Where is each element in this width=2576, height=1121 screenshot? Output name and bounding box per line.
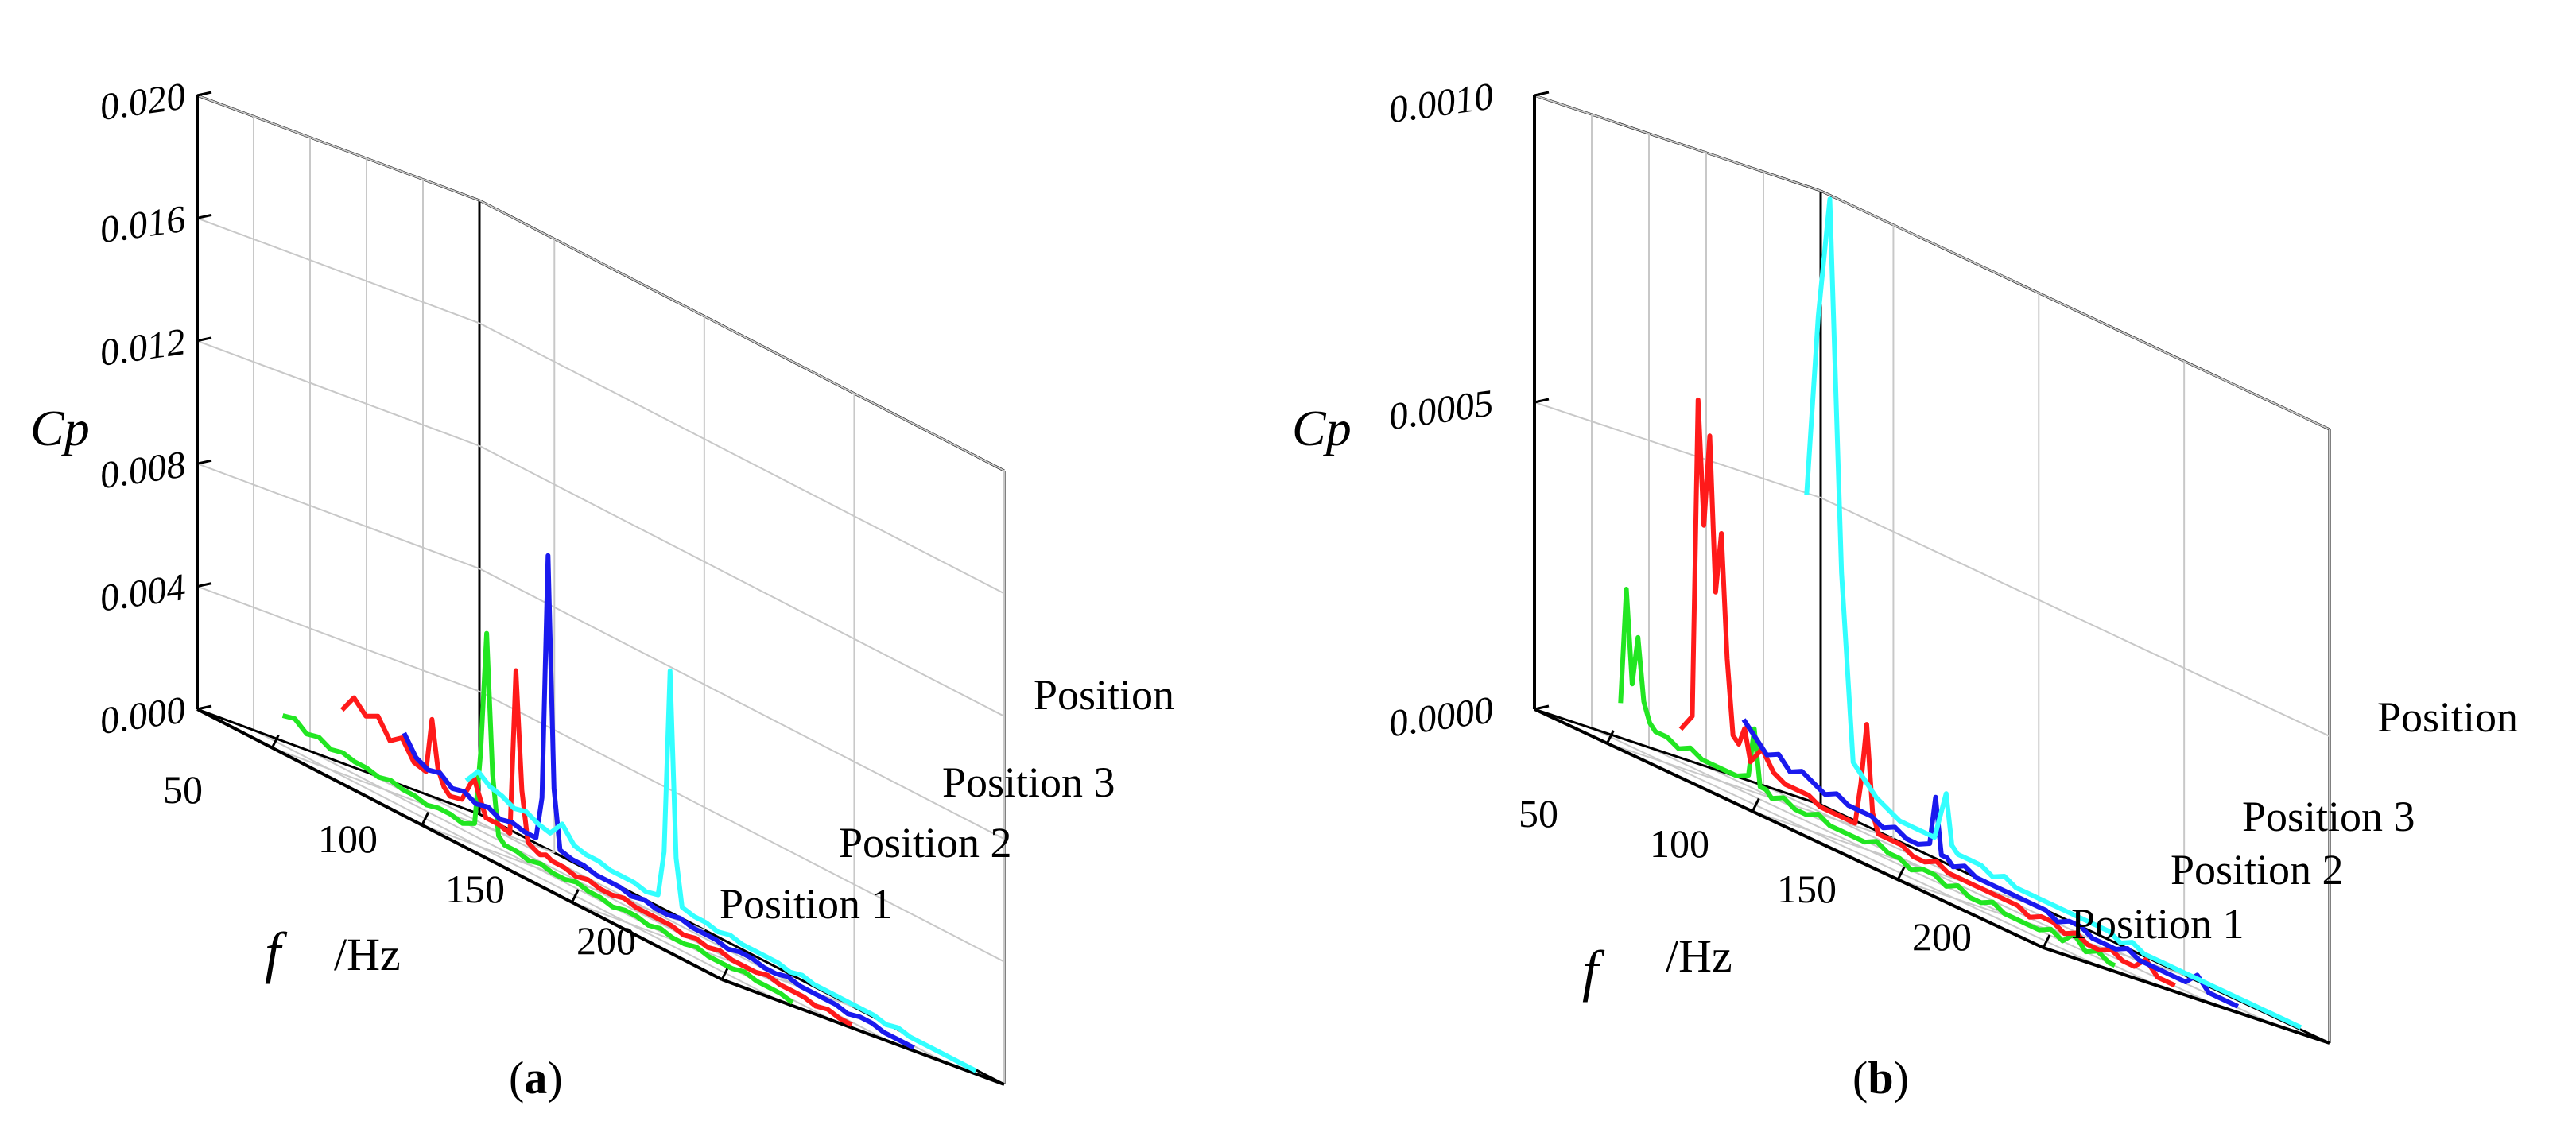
z-tick-label: 0.0010 bbox=[1386, 75, 1496, 131]
panel-a-caption: (a) bbox=[509, 1052, 563, 1104]
depth-axis-line bbox=[1534, 708, 1821, 806]
z-tick-label: 0.0005 bbox=[1386, 382, 1496, 438]
x-tick bbox=[1751, 797, 1760, 813]
series-label-1: Position 1 bbox=[2071, 900, 2244, 948]
z-grid-left bbox=[196, 217, 480, 324]
x-tick bbox=[421, 812, 430, 826]
x-tick-label: 50 bbox=[1519, 791, 1558, 836]
x-tick bbox=[2042, 934, 2051, 948]
z-tick-label: 0.016 bbox=[97, 198, 188, 252]
z-tick-label: 0.0000 bbox=[1386, 689, 1496, 745]
series-line-2 bbox=[340, 668, 853, 1027]
panel-a-series bbox=[281, 553, 977, 1073]
panel-a-x-axis-unit: /Hz bbox=[334, 929, 401, 980]
z-tick bbox=[196, 91, 212, 97]
series-label-2: Position 2 bbox=[839, 819, 1012, 867]
x-tick-label: 100 bbox=[1650, 821, 1709, 866]
series-line-4 bbox=[1804, 196, 2302, 1030]
panel-b-caption: (b) bbox=[1852, 1052, 1909, 1104]
z-grid-left bbox=[196, 585, 480, 692]
right-floor-edge bbox=[2043, 946, 2330, 1045]
x-tick-label: 100 bbox=[318, 817, 378, 861]
z-tick-label: 0.008 bbox=[97, 444, 188, 498]
x-tick bbox=[1606, 730, 1615, 744]
series-label-4: Position bbox=[2377, 693, 2518, 741]
z-tick bbox=[196, 459, 212, 465]
z-tick-label: 0.000 bbox=[97, 689, 188, 743]
z-tick bbox=[1534, 398, 1550, 404]
z-grid-back bbox=[479, 444, 1005, 717]
z-grid-left bbox=[196, 339, 480, 447]
panel-a: Cp f /Hz (a) 0.000 0.004 0.008 0.012 0.016 0.… bbox=[30, 75, 1174, 1104]
x-tick bbox=[720, 966, 730, 980]
x-tick-label: 200 bbox=[1912, 914, 1972, 959]
panel-b-x-axis-unit: /Hz bbox=[1666, 930, 1732, 982]
z-tick-label: 0.020 bbox=[97, 75, 188, 129]
z-grid-left bbox=[196, 463, 480, 570]
panel-a-x-axis-symbol: f bbox=[265, 921, 288, 984]
series-line-3 bbox=[1741, 718, 2240, 1009]
panel-b-labels: Cp f /Hz (b) 0.0000 0.0005 0.0010 50 100 150 2… bbox=[1292, 75, 2518, 1104]
z-tick bbox=[196, 582, 212, 588]
panel-b-series bbox=[1618, 196, 2302, 1030]
x-grid-floor bbox=[271, 747, 555, 854]
x-tick bbox=[1896, 866, 1906, 880]
x-tick-label: 150 bbox=[445, 867, 505, 911]
series-label-1: Position 1 bbox=[720, 880, 893, 928]
panel-a-box-front bbox=[196, 91, 1005, 1086]
x-tick-label: 200 bbox=[576, 918, 636, 963]
z-tick-label: 0.012 bbox=[97, 320, 188, 374]
panel-a-labels: Cp f /Hz (a) 0.000 0.004 0.008 0.012 0.016 0.… bbox=[30, 75, 1174, 1104]
series-label-4: Position bbox=[1034, 671, 1174, 719]
x-tick-label: 50 bbox=[163, 767, 203, 812]
z-tick bbox=[196, 336, 212, 343]
z-grid-left bbox=[196, 95, 480, 201]
z-grid-back bbox=[479, 200, 1005, 471]
panel-a-z-axis-label: Cp bbox=[30, 400, 90, 456]
depth-grid-floor bbox=[1591, 727, 2101, 968]
x-tick bbox=[270, 734, 280, 749]
z-tick-label: 0.004 bbox=[97, 566, 188, 620]
z-grid-back bbox=[1820, 190, 2330, 430]
z-tick bbox=[196, 213, 212, 219]
series-line-1 bbox=[281, 630, 794, 1005]
panel-b: Cp f /Hz (b) 0.0000 0.0005 0.0010 50 100 150 2… bbox=[1292, 75, 2518, 1104]
z-grid-left bbox=[1534, 401, 1821, 498]
z-grid-back bbox=[479, 568, 1005, 840]
series-line-4 bbox=[464, 668, 977, 1073]
x-grid-floor bbox=[1607, 742, 1894, 840]
z-grid-back bbox=[1820, 497, 2330, 737]
depth-axis-line bbox=[196, 708, 480, 816]
right-floor-edge bbox=[721, 978, 1005, 1086]
z-tick bbox=[196, 704, 212, 711]
series-label-3: Position 3 bbox=[2242, 793, 2415, 840]
series-label-2: Position 2 bbox=[2171, 846, 2344, 894]
panel-b-x-axis-symbol: f bbox=[1582, 939, 1605, 1003]
x-tick-label: 150 bbox=[1777, 867, 1837, 911]
x-axis-line bbox=[1534, 708, 2044, 949]
z-grid-back bbox=[479, 322, 1005, 595]
z-tick bbox=[1534, 704, 1550, 711]
z-tick bbox=[1534, 91, 1550, 97]
series-line-3 bbox=[402, 553, 915, 1050]
panel-b-z-axis-label: Cp bbox=[1292, 400, 1352, 456]
series-label-3: Position 3 bbox=[942, 758, 1115, 806]
z-grid-back bbox=[479, 690, 1005, 963]
panel-b-box-front bbox=[1533, 91, 2330, 1045]
series-line-1 bbox=[1618, 587, 2116, 968]
x-axis-line bbox=[196, 708, 723, 981]
z-grid-left bbox=[1534, 95, 1821, 192]
x-tick bbox=[571, 889, 580, 903]
depth-grid-floor bbox=[253, 729, 779, 1002]
series-line-2 bbox=[1678, 397, 2176, 988]
